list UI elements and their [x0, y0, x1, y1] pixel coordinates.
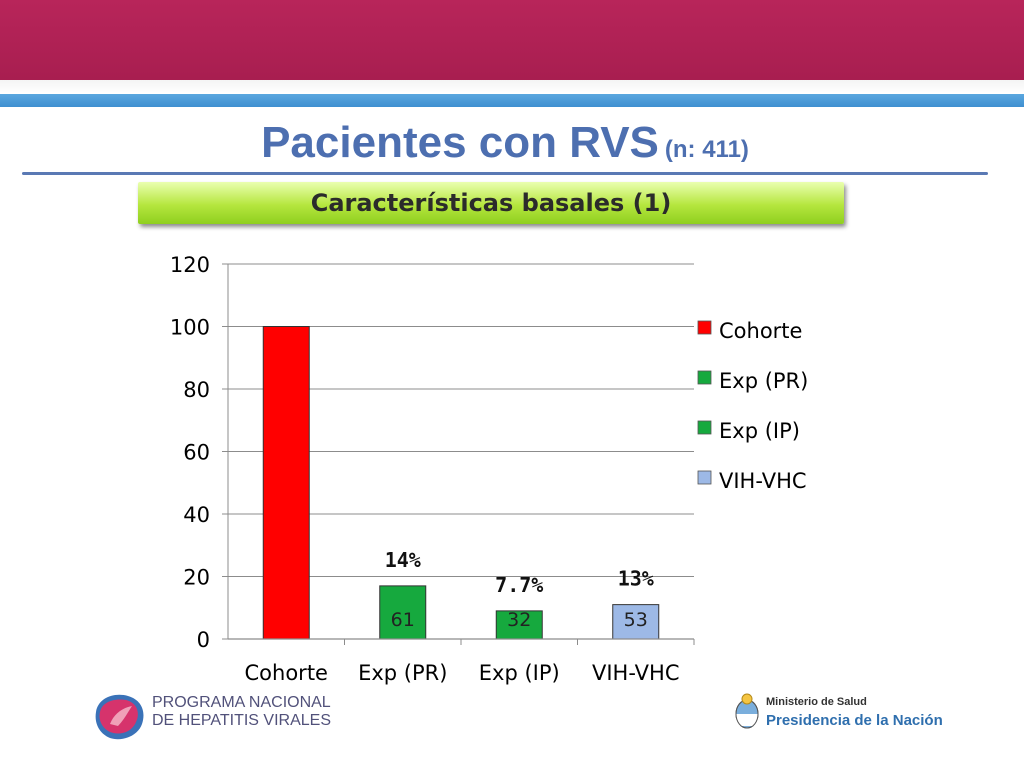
accent-band	[0, 94, 1024, 107]
program-name-line1: PROGRAMA NACIONAL	[152, 694, 331, 711]
y-tick-label: 120	[170, 253, 210, 277]
ministry-name: Ministerio de Salud	[766, 696, 867, 708]
legend-swatch	[697, 420, 712, 435]
section-label-box: Características basales (1)	[138, 182, 844, 224]
y-tick-label: 100	[170, 316, 210, 340]
x-tick-label: VIH-VHC	[592, 661, 680, 685]
section-label: Características basales (1)	[310, 189, 672, 217]
program-logo: PROGRAMA NACIONAL DE HEPATITIS VIRALES	[92, 690, 331, 746]
percent-label: 13%	[618, 567, 654, 591]
y-tick-label: 20	[183, 566, 210, 590]
percent-label: 14%	[385, 548, 421, 572]
legend-label: Exp (IP)	[719, 419, 800, 443]
header-bar	[0, 0, 1024, 80]
y-tick-label: 80	[183, 378, 210, 402]
bar-value-label: 53	[624, 609, 648, 631]
header-shadow	[0, 80, 1024, 94]
slide-title-sub: (n: 411)	[664, 136, 749, 163]
title-underline	[22, 172, 988, 175]
ministry-logo: Ministerio de Salud Presidencia de la Na…	[734, 692, 954, 736]
legend-swatch	[697, 470, 712, 485]
bar-exp-ip-	[495, 610, 543, 640]
legend-label: Exp (PR)	[719, 369, 808, 393]
x-tick-label: Exp (IP)	[479, 661, 560, 685]
bar-value-label: 61	[391, 609, 415, 631]
legend-label: Cohorte	[719, 319, 802, 343]
percent-label: 7.7%	[495, 573, 543, 597]
x-tick-label: Exp (PR)	[358, 661, 447, 685]
bar-value-label: 32	[507, 609, 531, 631]
national-seal-icon	[735, 693, 759, 729]
slide-title-main: Pacientes con RVS	[261, 118, 659, 167]
presidency-name: Presidencia de la Nación	[766, 712, 943, 729]
legend-label: VIH-VHC	[719, 469, 807, 493]
bar-cohorte	[262, 326, 310, 640]
y-tick-label: 0	[197, 628, 210, 652]
y-tick-label: 40	[183, 503, 210, 527]
program-name-line2: DE HEPATITIS VIRALES	[152, 712, 332, 729]
bar-vih-vhc	[612, 604, 660, 640]
x-tick-label: Cohorte	[245, 661, 328, 685]
y-tick-label: 60	[183, 441, 210, 465]
hepatitis-logo-icon	[95, 694, 144, 740]
legend-swatch	[697, 370, 712, 385]
legend-swatch	[697, 320, 712, 335]
slide-title: Pacientes con RVS (n: 411)	[0, 118, 1010, 168]
